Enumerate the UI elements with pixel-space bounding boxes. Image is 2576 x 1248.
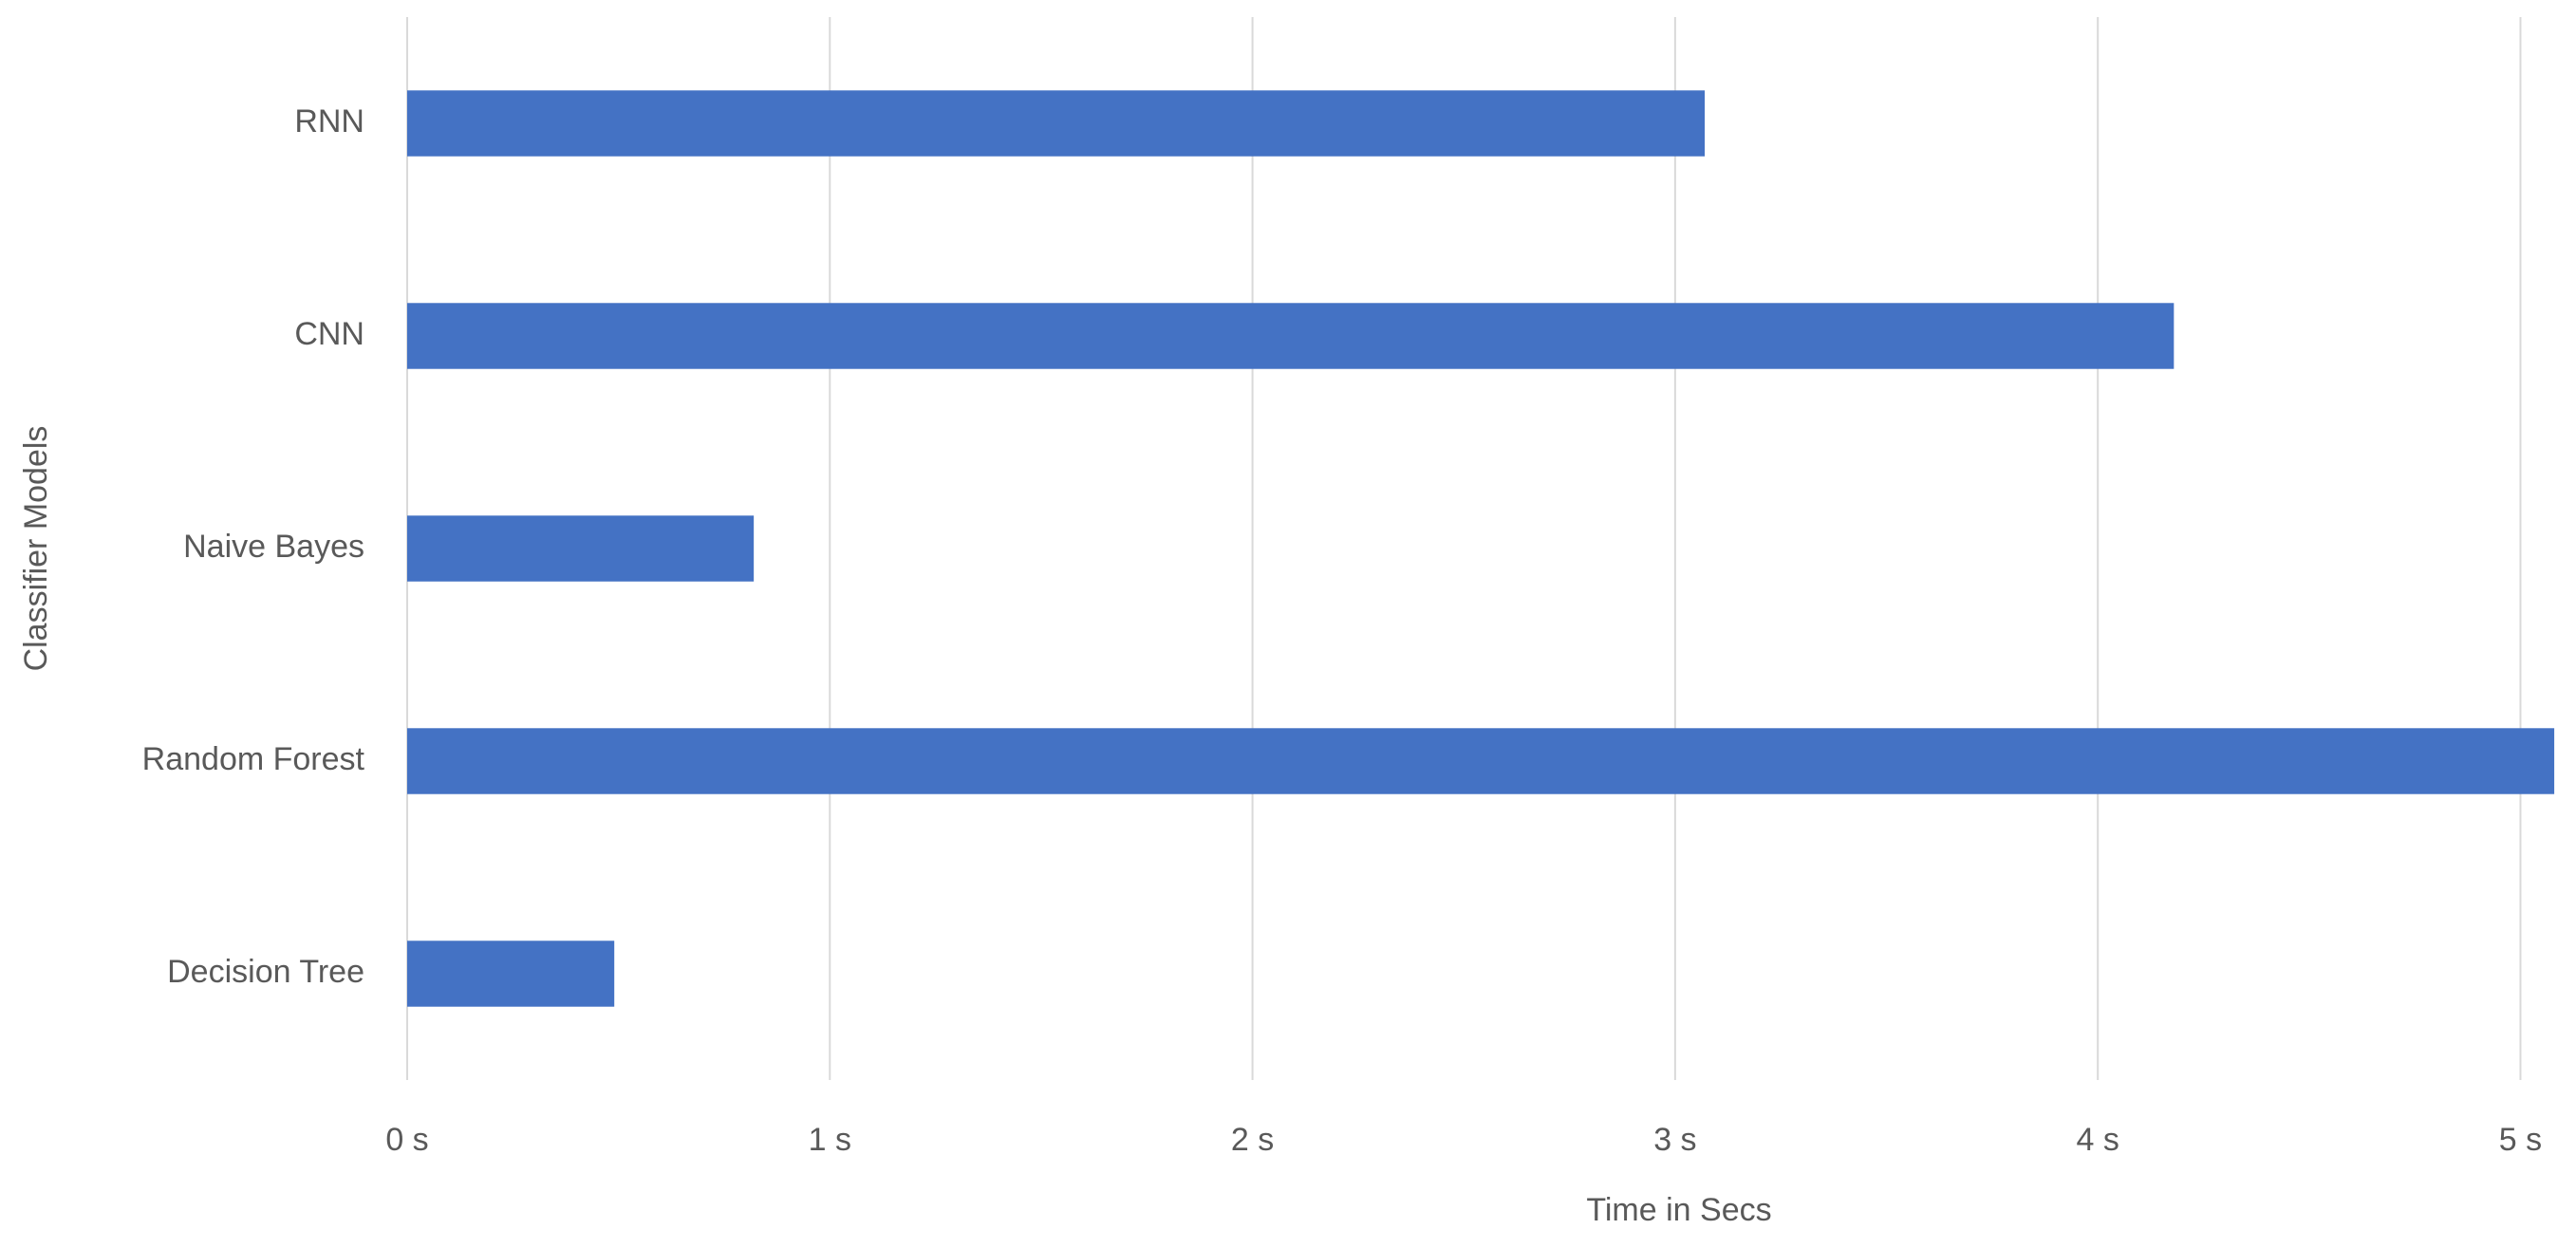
bar	[407, 303, 2175, 369]
bar	[407, 728, 2555, 794]
x-tick-label: 4 s	[2076, 1122, 2119, 1158]
x-axis-title: Time in Secs	[1586, 1192, 1771, 1228]
x-tick-label: 2 s	[1231, 1122, 1274, 1158]
bar	[407, 941, 615, 1007]
y-tick-label: Naive Bayes	[183, 529, 364, 565]
x-tick-label: 0 s	[385, 1122, 428, 1158]
x-tick-label: 5 s	[2499, 1122, 2542, 1158]
bar	[407, 515, 755, 582]
y-axis-title: Classifier Models	[18, 426, 54, 672]
bar	[407, 90, 1706, 157]
y-tick-label: Random Forest	[142, 741, 365, 777]
x-tick-label: 1 s	[809, 1122, 851, 1158]
y-tick-label: RNN	[294, 103, 364, 140]
y-tick-label: Decision Tree	[167, 954, 364, 990]
y-tick-label: CNN	[294, 316, 364, 352]
x-tick-label: 3 s	[1653, 1122, 1696, 1158]
